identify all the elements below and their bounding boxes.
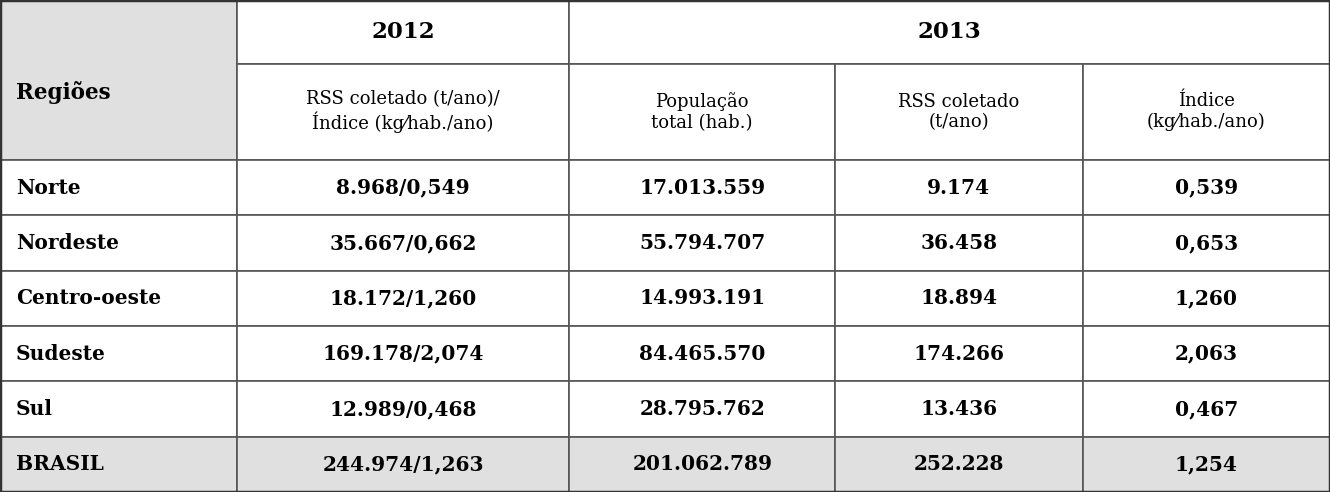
Text: 2013: 2013	[918, 21, 982, 43]
Bar	[569, 215, 835, 271]
Bar	[237, 437, 569, 492]
Bar	[237, 160, 569, 215]
Bar	[835, 215, 1083, 271]
Bar	[237, 64, 569, 160]
Text: 12.989/0,468: 12.989/0,468	[330, 399, 476, 419]
Bar	[0, 160, 237, 215]
Bar	[0, 326, 237, 381]
Bar	[1083, 215, 1330, 271]
Bar	[569, 326, 835, 381]
Bar	[569, 381, 835, 437]
Bar	[835, 271, 1083, 326]
Bar	[1083, 160, 1330, 215]
Text: Centro-oeste: Centro-oeste	[16, 288, 161, 308]
Text: 252.228: 252.228	[914, 454, 1004, 474]
Text: 2012: 2012	[371, 21, 435, 43]
Text: 0,539: 0,539	[1174, 178, 1238, 198]
Text: Regiões: Regiões	[16, 81, 110, 104]
Bar	[569, 0, 1330, 64]
Bar	[237, 326, 569, 381]
Text: 2,063: 2,063	[1174, 343, 1238, 364]
Bar	[835, 437, 1083, 492]
Bar	[0, 215, 237, 271]
Bar	[569, 64, 835, 160]
Bar	[1083, 326, 1330, 381]
Bar	[569, 160, 835, 215]
Text: Sul: Sul	[16, 399, 53, 419]
Text: 18.172/1,260: 18.172/1,260	[330, 288, 476, 308]
Bar	[1083, 271, 1330, 326]
Bar	[0, 0, 237, 160]
Text: 84.465.570: 84.465.570	[638, 343, 766, 364]
Bar	[835, 160, 1083, 215]
Text: RSS coletado
(t/ano): RSS coletado (t/ano)	[898, 92, 1020, 131]
Text: 244.974/1,263: 244.974/1,263	[322, 454, 484, 474]
Text: 13.436: 13.436	[920, 399, 998, 419]
Bar	[1083, 437, 1330, 492]
Text: 0,467: 0,467	[1174, 399, 1238, 419]
Text: 17.013.559: 17.013.559	[640, 178, 765, 198]
Text: Sudeste: Sudeste	[16, 343, 106, 364]
Text: 0,653: 0,653	[1174, 233, 1238, 253]
Bar	[0, 437, 237, 492]
Text: BRASIL: BRASIL	[16, 454, 104, 474]
Text: RSS coletado (t/ano)/
Índice (kg⁄hab./ano): RSS coletado (t/ano)/ Índice (kg⁄hab./an…	[306, 91, 500, 133]
Bar	[237, 271, 569, 326]
Text: 28.795.762: 28.795.762	[640, 399, 765, 419]
Bar	[569, 271, 835, 326]
Bar	[569, 437, 835, 492]
Text: 169.178/2,074: 169.178/2,074	[322, 343, 484, 364]
Text: 55.794.707: 55.794.707	[640, 233, 765, 253]
Bar	[1083, 64, 1330, 160]
Text: Índice
(kg⁄hab./ano): Índice (kg⁄hab./ano)	[1146, 92, 1266, 131]
Bar	[835, 64, 1083, 160]
Text: 35.667/0,662: 35.667/0,662	[330, 233, 476, 253]
Bar	[0, 271, 237, 326]
Text: 9.174: 9.174	[927, 178, 991, 198]
Text: 1,254: 1,254	[1174, 454, 1238, 474]
Text: 14.993.191: 14.993.191	[640, 288, 765, 308]
Bar	[835, 381, 1083, 437]
Text: 8.968/0,549: 8.968/0,549	[336, 178, 469, 198]
Bar	[1083, 381, 1330, 437]
Text: População
total (hab.): População total (hab.)	[652, 92, 753, 132]
Text: Norte: Norte	[16, 178, 81, 198]
Text: 201.062.789: 201.062.789	[632, 454, 773, 474]
Bar	[835, 326, 1083, 381]
Text: 36.458: 36.458	[920, 233, 998, 253]
Text: Nordeste: Nordeste	[16, 233, 118, 253]
Bar	[237, 215, 569, 271]
Bar	[0, 381, 237, 437]
Text: 18.894: 18.894	[920, 288, 998, 308]
Text: 174.266: 174.266	[914, 343, 1004, 364]
Text: 1,260: 1,260	[1174, 288, 1238, 308]
Bar	[237, 381, 569, 437]
Bar	[237, 0, 569, 64]
